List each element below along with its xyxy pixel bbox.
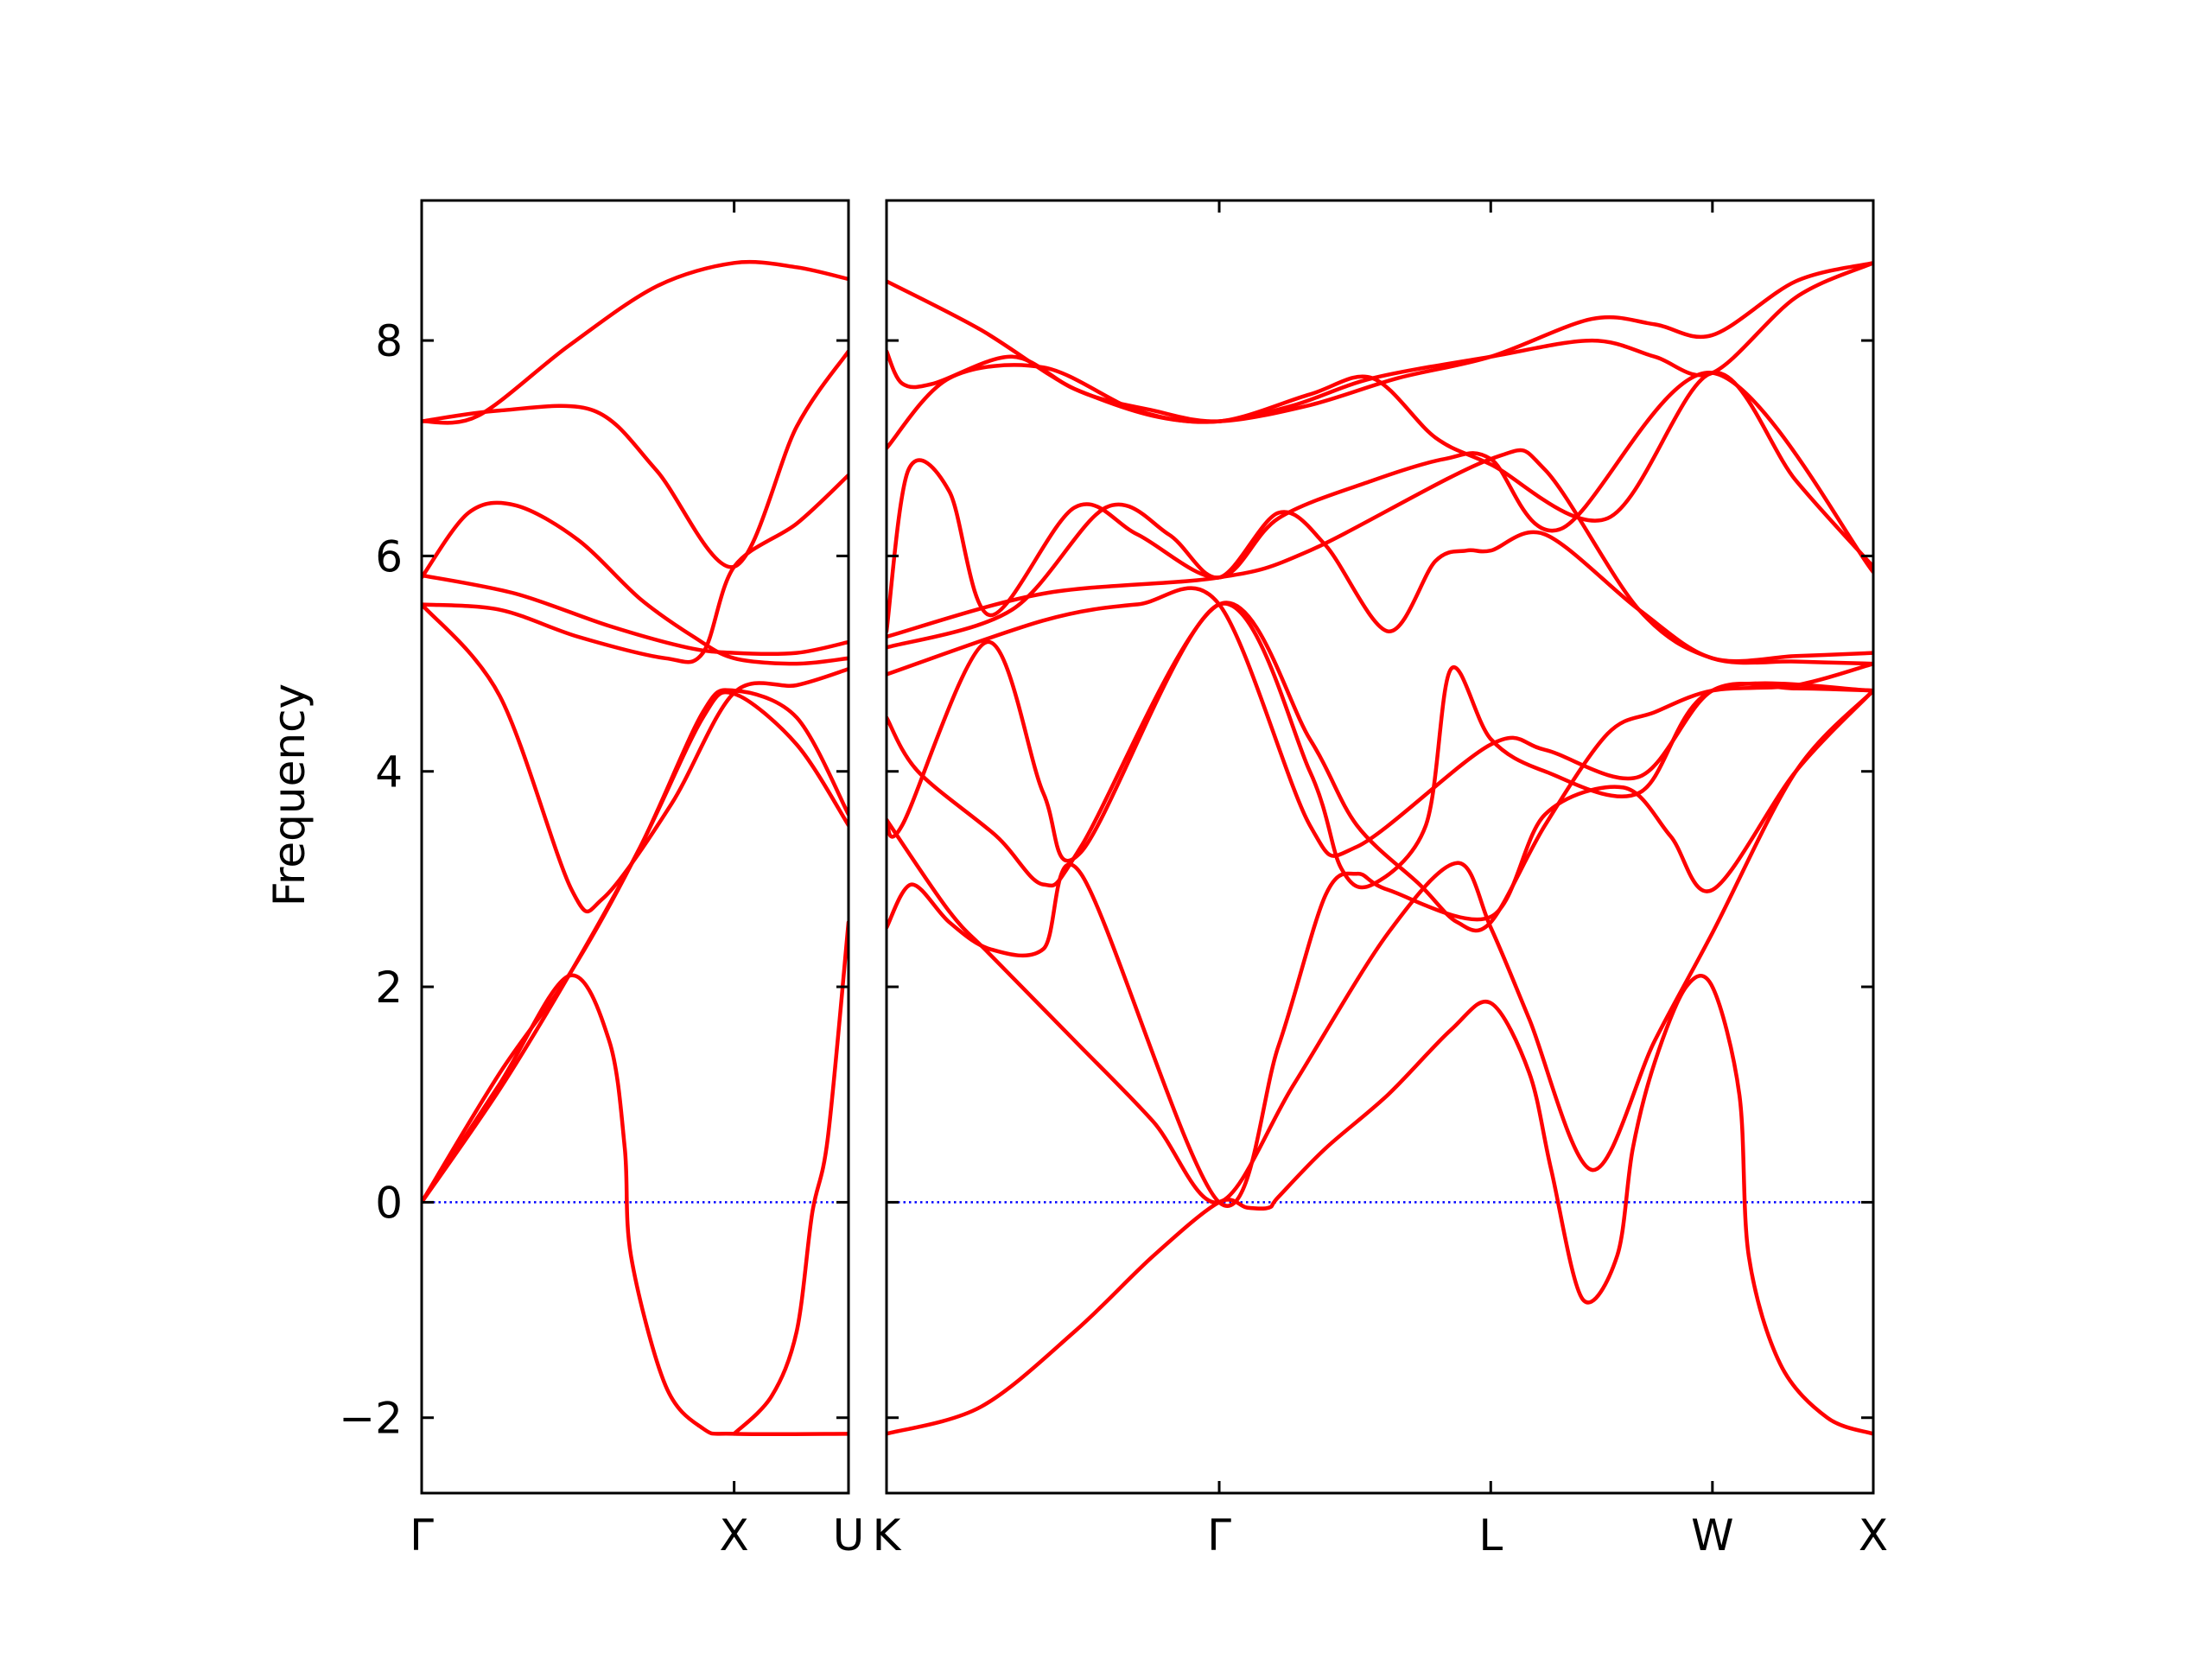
left-band-8 <box>422 690 849 1205</box>
right-frame <box>885 199 1875 1495</box>
x-tick-label-Γ: Γ <box>410 1510 434 1560</box>
y-tick-label: 2 <box>375 963 403 1013</box>
y-tick-label: −2 <box>339 1394 403 1444</box>
left-panel: −2 0 2 4 6 8 Γ X U <box>339 199 865 1560</box>
right-band-3 <box>887 363 1873 569</box>
right-band-4 <box>887 371 1873 633</box>
y-tick-label: 4 <box>375 747 403 798</box>
y-axis-label: Frequency <box>264 683 315 906</box>
y-tick-label: 6 <box>375 531 403 582</box>
right-band-12 <box>887 974 1873 1436</box>
right-band-5 <box>887 502 1873 664</box>
x-tick-label-Γ: Γ <box>1207 1510 1231 1560</box>
x-tick-label-U: U <box>833 1510 865 1560</box>
left-band-10 <box>732 920 849 1436</box>
right-band-8 <box>887 601 1873 890</box>
left-band-6 <box>422 602 849 913</box>
right-band-10 <box>887 688 1873 1208</box>
right-band-11 <box>887 688 1873 1205</box>
left-band-7 <box>422 688 849 1205</box>
x-tick-label-W: W <box>1691 1510 1733 1560</box>
left-frame <box>420 199 850 1495</box>
x-tick-label-K: K <box>873 1510 902 1560</box>
right-band-6 <box>887 448 1873 666</box>
left-band-5 <box>422 473 849 664</box>
left-bands <box>422 259 849 1437</box>
right-bands <box>887 261 1873 1436</box>
left-band-9 <box>422 973 849 1437</box>
left-band-2 <box>422 349 849 569</box>
right-band-1 <box>887 261 1873 423</box>
left-band-3 <box>422 500 849 666</box>
left-band-1 <box>422 259 849 425</box>
y-tick-label: 8 <box>375 316 403 366</box>
left-band-4 <box>422 573 849 657</box>
y-tick-label: 0 <box>375 1178 403 1228</box>
x-tick-label-X: X <box>720 1510 749 1560</box>
right-band-2 <box>887 261 1873 424</box>
right-band-9 <box>887 601 1873 933</box>
x-tick-label-X: X <box>1859 1510 1888 1560</box>
x-tick-label-L: L <box>1478 1510 1503 1560</box>
